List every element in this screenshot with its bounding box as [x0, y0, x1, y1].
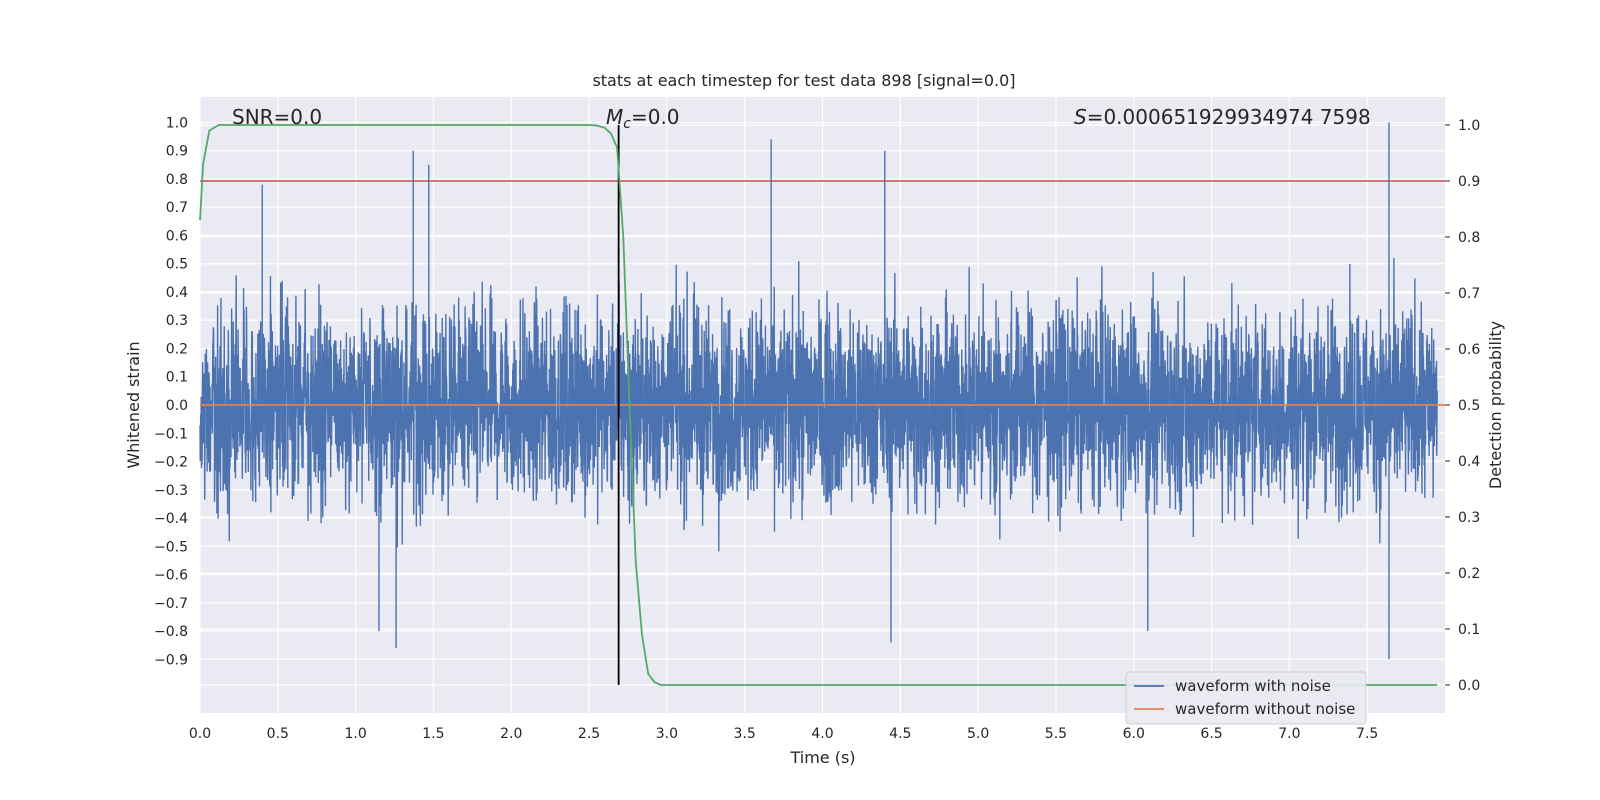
y-left-axis-label: Whitened strain — [124, 341, 143, 468]
x-tick-label: 0.0 — [189, 726, 211, 742]
x-tick-label: 7.0 — [1278, 726, 1300, 742]
x-tick-label: 4.0 — [811, 726, 833, 742]
y-left-tick-label: −0.6 — [154, 568, 188, 584]
y-left-tick-label: 0.7 — [166, 200, 188, 216]
x-tick-label: 7.5 — [1356, 726, 1378, 742]
y-left-axis-ticks: 1.0 0.9 0.8 0.7 0.6 0.5 0.4 0.3 0.2 0.1 0.0 −0.1 −0.… — [154, 115, 188, 668]
chart-title: stats at each timestep for test data 898… — [592, 71, 1015, 90]
x-tick-label: 1.5 — [422, 726, 444, 742]
y-left-tick-label: 0.6 — [166, 228, 188, 244]
s-symbol: S — [1074, 105, 1087, 129]
y-left-tick-label: −0.2 — [154, 455, 188, 471]
y-right-tick-label: 0.7 — [1458, 286, 1480, 302]
legend-label-noise: waveform with noise — [1175, 677, 1331, 695]
x-tick-label: 5.0 — [967, 726, 989, 742]
y-left-tick-label: −0.8 — [154, 624, 188, 640]
y-right-axis-label: Detection probability — [1486, 321, 1505, 489]
y-right-tick-label: 0.3 — [1458, 510, 1480, 526]
x-tick-label: 3.5 — [734, 726, 756, 742]
y-left-tick-label: 0.2 — [166, 341, 188, 357]
overlay-lines — [199, 124, 1445, 686]
x-tick-label: 4.5 — [889, 726, 911, 742]
x-axis-ticks: 0.0 0.5 1.0 1.5 2.0 2.5 3.0 3.5 4.0 4.5 5.0 5.5 6.0 6… — [189, 726, 1378, 742]
legend-label-clean: waveform without noise — [1175, 700, 1355, 718]
x-tick-label: 3.0 — [656, 726, 678, 742]
y-left-tick-label: −0.3 — [154, 483, 188, 499]
chirp-mass-symbol: M — [606, 105, 623, 129]
x-tick-label: 2.5 — [578, 726, 600, 742]
chirp-mass-subscript: c — [623, 116, 631, 132]
y-left-tick-label: 0.3 — [166, 313, 188, 329]
y-right-tick-label: 0.0 — [1458, 678, 1480, 694]
y-left-tick-label: −0.5 — [154, 539, 188, 555]
y-right-tick-label: 0.6 — [1458, 342, 1480, 358]
chirp-mass-annotation: Mc=0.0 — [606, 105, 680, 132]
waveform-with-noise-line — [199, 122, 1438, 660]
legend: waveform with noise waveform without noi… — [1125, 671, 1367, 725]
detection-probability-line — [199, 124, 1438, 686]
y-right-axis-ticks: 1.0 0.9 0.8 0.7 0.6 0.5 0.4 0.3 0.2 0.1 0.0 — [1445, 118, 1480, 694]
x-tick-label: 0.5 — [267, 726, 289, 742]
y-left-tick-label: 0.0 — [166, 398, 188, 414]
x-tick-label: 6.5 — [1200, 726, 1222, 742]
y-right-tick-label: 0.4 — [1458, 454, 1480, 470]
y-left-tick-label: −0.4 — [154, 511, 188, 527]
y-left-tick-label: 1.0 — [166, 115, 188, 131]
y-left-tick-label: 0.1 — [166, 370, 188, 386]
y-right-tick-label: 0.1 — [1458, 622, 1480, 638]
s-annotation: S=0.000651929934974 7598 — [1074, 105, 1371, 129]
y-left-tick-label: 0.4 — [166, 285, 188, 301]
y-right-tick-label: 0.8 — [1458, 230, 1480, 246]
y-left-tick-label: −0.1 — [154, 426, 188, 442]
chirp-mass-value: =0.0 — [631, 105, 680, 129]
x-tick-label: 5.5 — [1045, 726, 1067, 742]
snr-annotation: SNR=0.0 — [232, 105, 322, 129]
x-axis-label: Time (s) — [789, 748, 855, 767]
x-tick-label: 6.0 — [1123, 726, 1145, 742]
y-right-tick-label: 0.9 — [1458, 174, 1480, 190]
s-value: =0.000651929934974 7598 — [1087, 105, 1371, 129]
y-left-tick-label: −0.9 — [154, 652, 188, 668]
y-left-tick-label: 0.9 — [166, 144, 188, 160]
y-right-tick-label: 0.2 — [1458, 566, 1480, 582]
y-left-tick-label: 0.8 — [166, 172, 188, 188]
y-right-tick-label: 1.0 — [1458, 118, 1480, 134]
y-right-tick-label: 0.5 — [1458, 398, 1480, 414]
x-tick-label: 1.0 — [344, 726, 366, 742]
legend-box — [1125, 671, 1367, 725]
series-waveform-with-noise — [199, 122, 1438, 660]
y-left-tick-label: −0.7 — [154, 596, 188, 612]
y-left-tick-label: 0.5 — [166, 257, 188, 273]
x-tick-label: 2.0 — [500, 726, 522, 742]
